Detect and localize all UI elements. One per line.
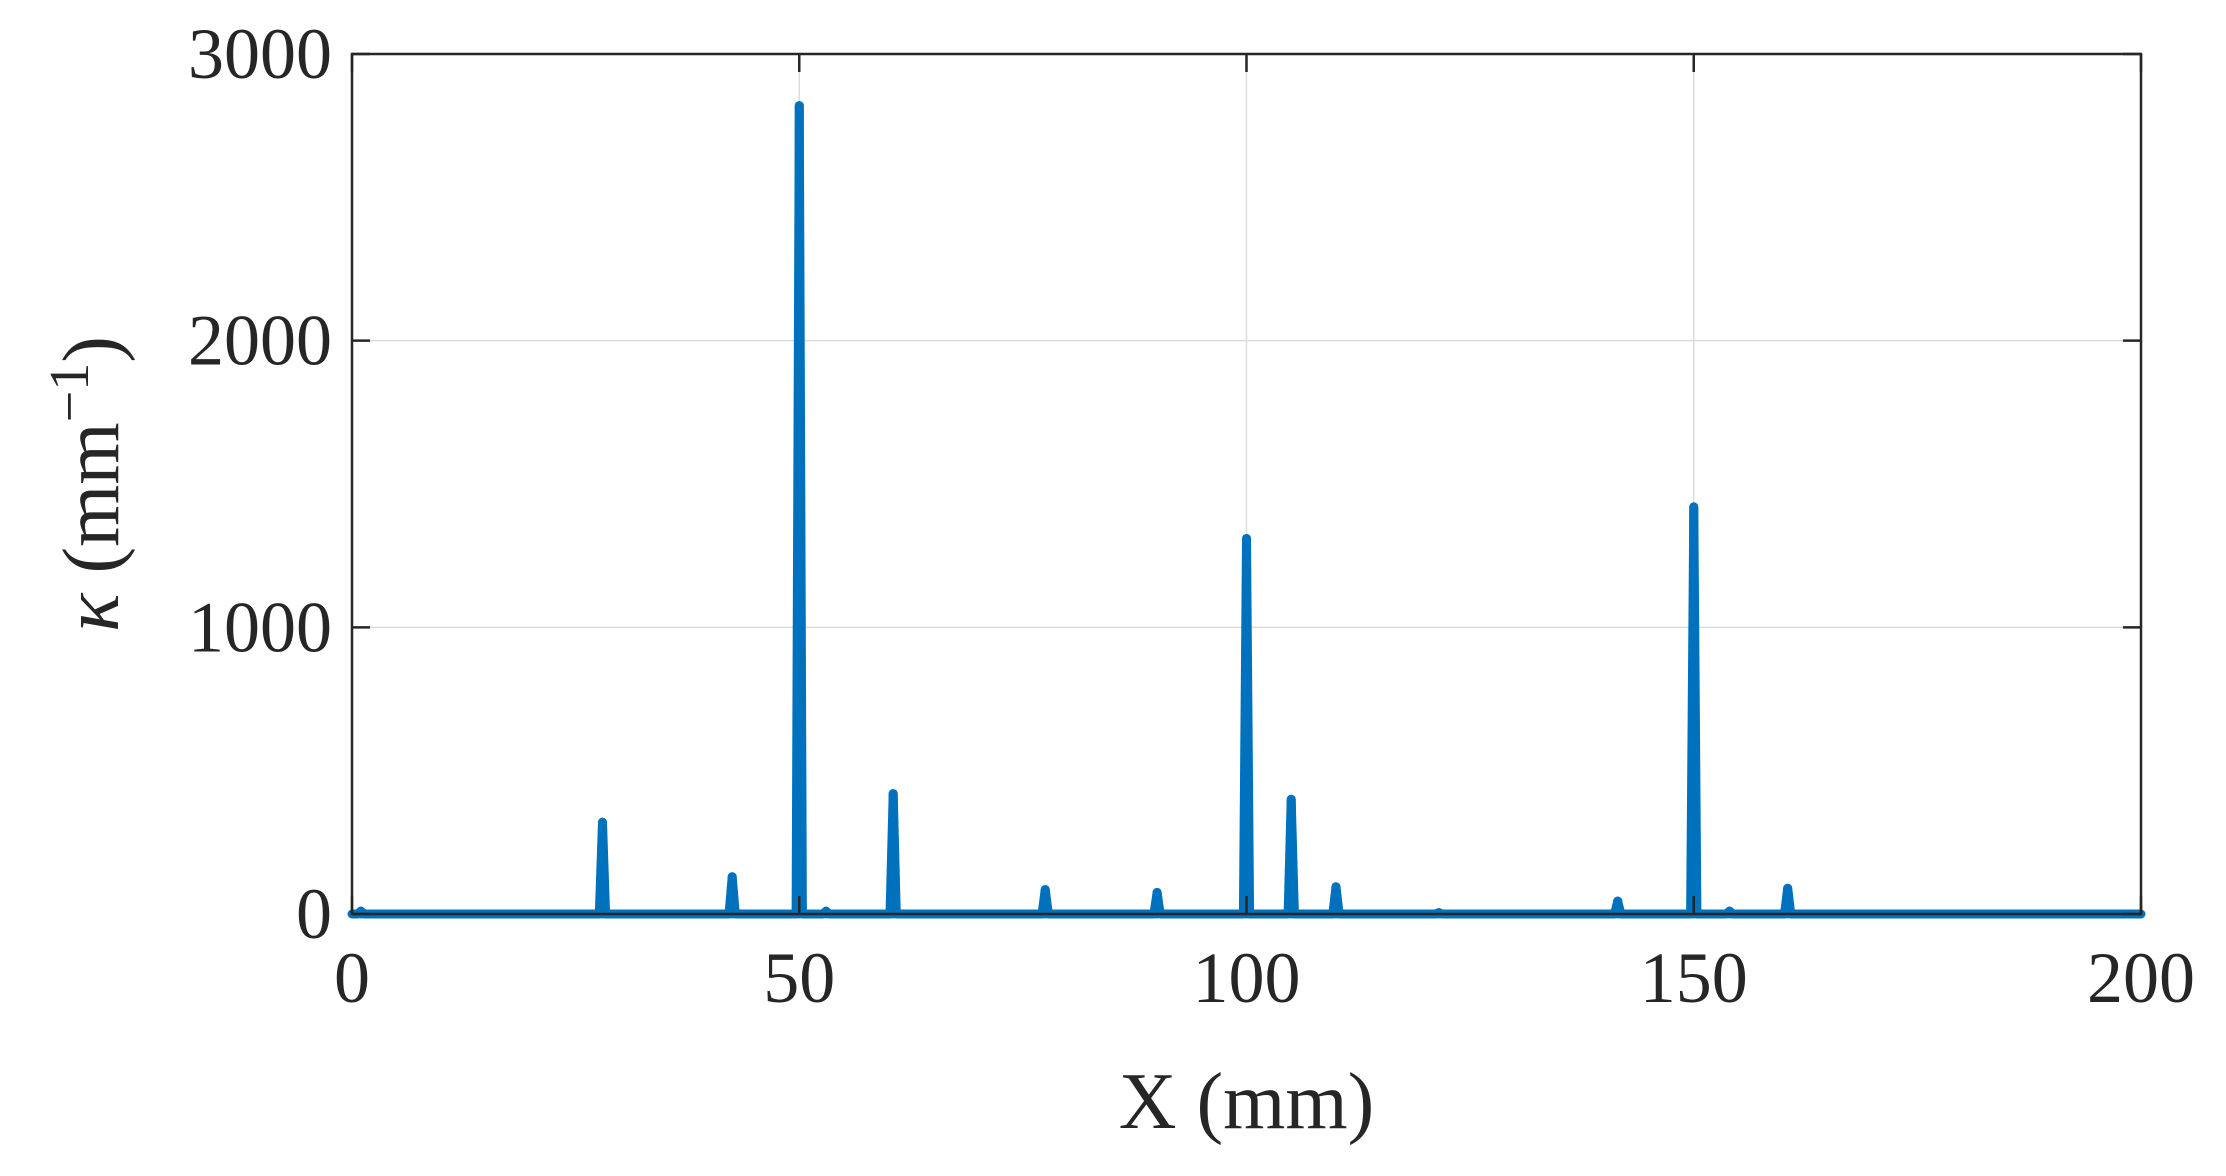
x-tick-label: 0: [334, 938, 370, 1018]
x-tick-label: 200: [2087, 938, 2195, 1018]
y-axis-label-symbol: κ: [48, 592, 136, 632]
y-tick-labels: 0 1000 2000 3000: [188, 14, 332, 954]
x-tick-label: 100: [1193, 938, 1301, 1018]
y-tick-label: 2000: [188, 301, 332, 381]
y-axis-label-unit: (mm: [48, 422, 136, 593]
series-curvature: [347, 101, 2146, 919]
x-axis-label: X (mm): [1119, 1058, 1375, 1146]
y-axis-label-exponent: −1: [39, 363, 101, 423]
x-tick-label: 50: [763, 938, 835, 1018]
x-tick-labels: 0 50 100 150 200: [334, 938, 2195, 1018]
y-axis-label: κ (mm−1): [39, 336, 136, 632]
x-tick-label: 150: [1640, 938, 1748, 1018]
axis-ticks: [350, 52, 2143, 916]
y-axis-label-close: ): [48, 336, 136, 363]
y-tick-label: 3000: [188, 14, 332, 94]
y-tick-label: 1000: [188, 587, 332, 667]
y-tick-label: 0: [296, 874, 332, 954]
